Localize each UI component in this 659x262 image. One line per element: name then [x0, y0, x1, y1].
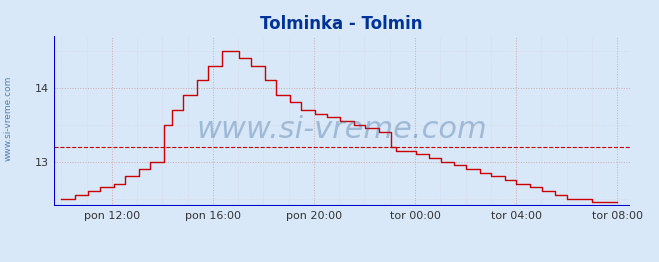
Text: www.si-vreme.com: www.si-vreme.com: [3, 75, 13, 161]
Title: Tolminka - Tolmin: Tolminka - Tolmin: [260, 15, 423, 33]
Text: www.si-vreme.com: www.si-vreme.com: [196, 115, 487, 144]
